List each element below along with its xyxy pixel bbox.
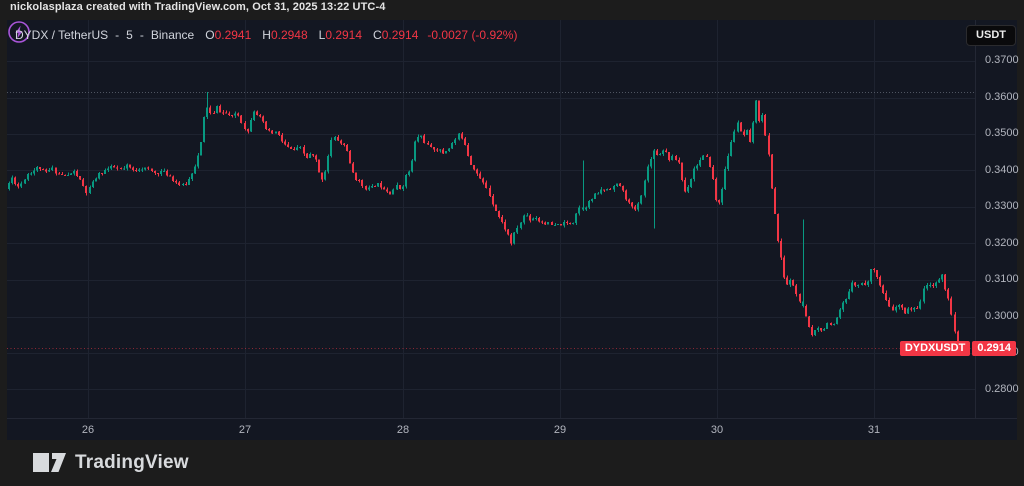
price-axis-label: 0.3300 — [985, 200, 1019, 212]
lightning-boost-icon[interactable] — [7, 20, 31, 44]
currency-toggle-button[interactable]: USDT — [966, 25, 1016, 46]
price-axis-label: 0.3500 — [985, 127, 1019, 139]
time-axis-label: 28 — [396, 424, 410, 436]
tradingview-logo[interactable]: TradingView — [33, 452, 189, 474]
chart-plot-area[interactable] — [7, 20, 975, 418]
price-change: -0.0027 (-0.92%) — [427, 28, 518, 42]
interval-label[interactable]: 5 — [126, 28, 133, 42]
time-axis-label: 26 — [81, 424, 95, 436]
price-axis-label: 0.3600 — [985, 90, 1019, 103]
ohlc-close: C 0.2914 — [373, 28, 419, 42]
legend-separator: - — [115, 28, 120, 42]
attribution-text: nickolasplaza created with TradingView.c… — [10, 1, 386, 13]
time-axis-label: 31 — [867, 424, 881, 436]
price-axis-label: 0.3000 — [985, 309, 1019, 322]
price-axis-label: 0.3200 — [985, 236, 1019, 249]
ohlc-open: O 0.2941 — [205, 28, 252, 42]
price-axis[interactable]: 0.3700 0.3600 0.3500 0.3400 0.3300 0.3200 0.31… — [975, 20, 1019, 418]
last-price-symbol: DYDXUSDT — [899, 341, 971, 356]
price-axis-label: 0.3100 — [985, 273, 1019, 285]
tradingview-logo-icon — [33, 453, 66, 472]
time-axis-label: 27 — [238, 424, 252, 436]
price-axis-label: 0.3700 — [985, 54, 1019, 66]
tradingview-logo-text: TradingView — [75, 452, 189, 473]
last-price-label: DYDXUSDT 0.2914 — [899, 341, 1016, 356]
exchange-label: Binance — [150, 28, 195, 42]
last-price-value: 0.2914 — [972, 341, 1016, 356]
ohlc-low: L 0.2914 — [318, 28, 363, 42]
price-axis-label: 0.3400 — [985, 163, 1019, 176]
candlestick-chart[interactable] — [7, 20, 975, 418]
symbol-title[interactable]: DYDX / TetherUS — [15, 28, 109, 42]
price-axis-label: 0.2800 — [985, 382, 1019, 395]
time-axis-label: 30 — [710, 424, 724, 436]
ohlc-high: H 0.2948 — [262, 28, 308, 42]
time-axis-label: 29 — [553, 424, 567, 436]
time-axis[interactable]: 26 27 28 29 30 31 — [7, 418, 1017, 441]
legend-separator: - — [139, 28, 144, 42]
